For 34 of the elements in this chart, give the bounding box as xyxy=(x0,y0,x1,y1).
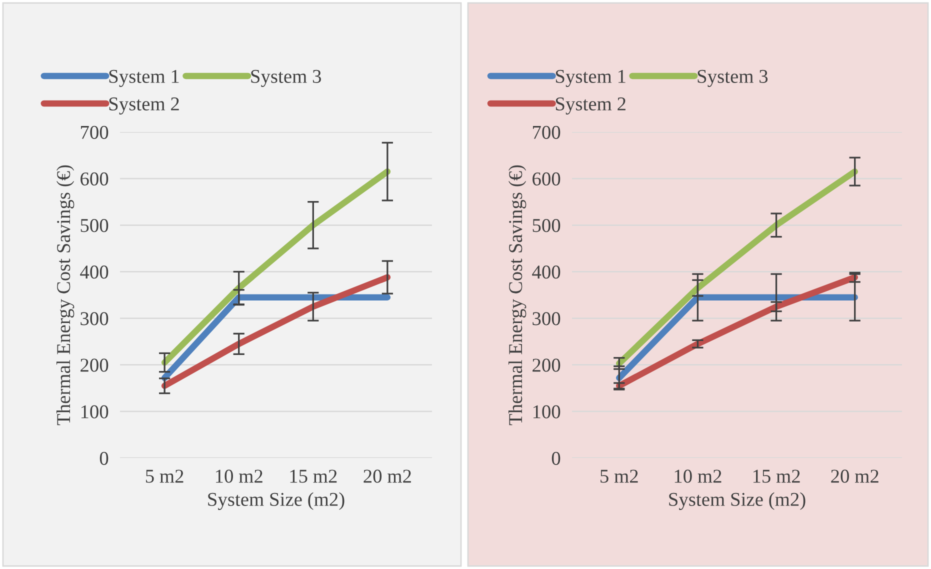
legend-label: System 3 xyxy=(251,70,321,87)
y-tick-label: 200 xyxy=(80,358,108,372)
legend-label: System 1 xyxy=(109,70,179,87)
y-tick-label: 700 xyxy=(81,126,108,139)
x-tick-label: 5 m2 xyxy=(600,470,638,483)
x-axis-title: System Size (m2) xyxy=(669,492,806,510)
y-tick-label: 200 xyxy=(532,358,560,372)
x-tick-label: 10 m2 xyxy=(674,470,722,483)
y-tick-label: 300 xyxy=(80,312,108,326)
legend-label: System 2 xyxy=(556,97,626,114)
x-tick-label: 20 m2 xyxy=(831,470,878,483)
y-tick-label: 400 xyxy=(532,266,560,279)
x-tick-label: 10 m2 xyxy=(216,470,262,483)
y-tick-label: 400 xyxy=(80,266,108,279)
y-axis-title: Thermal Energy Cost Savings (€) xyxy=(56,165,74,426)
y-tick-label: 700 xyxy=(533,126,560,139)
y-tick-label: 0 xyxy=(100,452,108,465)
legend-label: System 2 xyxy=(109,97,179,114)
y-tick-label: 300 xyxy=(532,312,560,326)
x-axis-title: System Size (m2) xyxy=(208,492,344,510)
y-tick-label: 500 xyxy=(532,218,560,232)
legend-label: System 1 xyxy=(556,70,626,87)
x-tick-label: 15 m2 xyxy=(290,470,337,483)
y-tick-label: 600 xyxy=(532,172,560,186)
y-tick-label: 100 xyxy=(533,405,560,418)
x-tick-label: 20 m2 xyxy=(364,470,411,483)
y-axis-title: Thermal Energy Cost Savings (€) xyxy=(508,165,526,426)
y-tick-label: 0 xyxy=(552,452,560,465)
y-tick-label: 500 xyxy=(80,218,108,232)
legend-label: System 3 xyxy=(698,70,768,87)
y-tick-label: 100 xyxy=(81,405,108,418)
x-tick-label: 5 m2 xyxy=(146,470,184,483)
x-tick-label: 15 m2 xyxy=(753,470,800,483)
y-tick-label: 600 xyxy=(80,172,108,186)
